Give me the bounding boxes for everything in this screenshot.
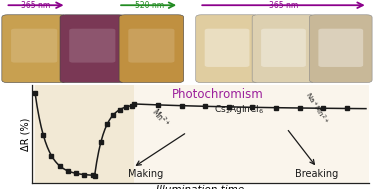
- Text: Mn$^{2+}$: Mn$^{2+}$: [148, 105, 172, 130]
- Text: 365 nm: 365 nm: [269, 1, 298, 10]
- Text: Breaking: Breaking: [295, 169, 339, 179]
- X-axis label: Illumination time: Illumination time: [156, 185, 245, 189]
- FancyBboxPatch shape: [310, 15, 372, 83]
- FancyBboxPatch shape: [11, 29, 57, 63]
- Text: 365 nm: 365 nm: [21, 1, 51, 10]
- FancyBboxPatch shape: [119, 15, 184, 83]
- FancyBboxPatch shape: [69, 29, 115, 63]
- Bar: [35, 85, 134, 183]
- Text: 520 nm: 520 nm: [135, 1, 164, 10]
- Text: Making: Making: [128, 169, 163, 179]
- FancyBboxPatch shape: [252, 15, 315, 83]
- Text: $\mathregular{Cs_2AgInCl_6}$: $\mathregular{Cs_2AgInCl_6}$: [214, 103, 264, 116]
- Text: Na$^+$Mn$^{2+}$: Na$^+$Mn$^{2+}$: [302, 90, 330, 127]
- Text: Photochromism: Photochromism: [172, 88, 263, 101]
- FancyBboxPatch shape: [196, 15, 258, 83]
- FancyBboxPatch shape: [205, 29, 250, 67]
- Y-axis label: ΔR (%): ΔR (%): [20, 118, 30, 151]
- FancyBboxPatch shape: [128, 29, 175, 63]
- FancyBboxPatch shape: [261, 29, 306, 67]
- FancyBboxPatch shape: [2, 15, 66, 83]
- FancyBboxPatch shape: [60, 15, 125, 83]
- FancyBboxPatch shape: [319, 29, 363, 67]
